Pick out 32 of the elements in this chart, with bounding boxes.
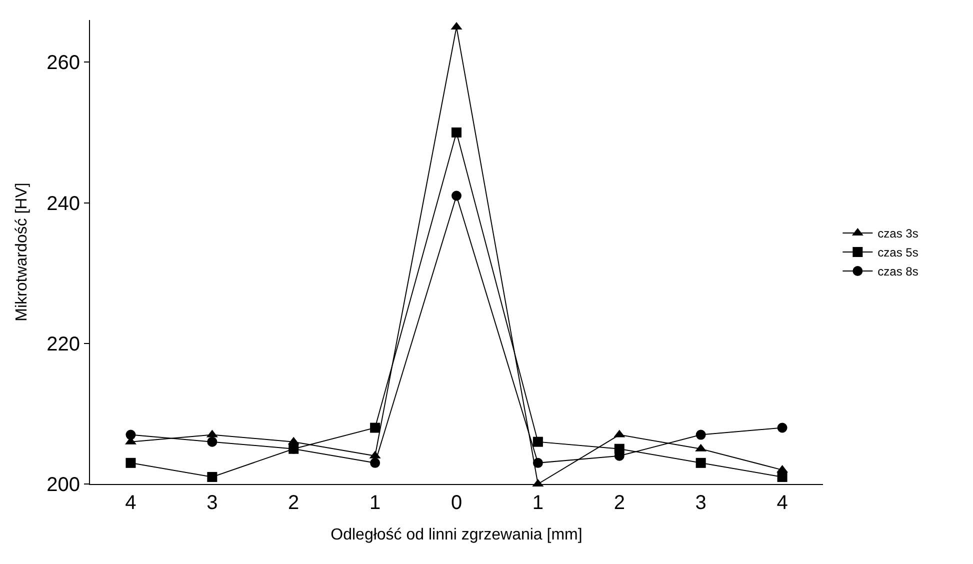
y-tick-label: 260 [46,52,80,74]
point [207,472,218,482]
y-tick-label: 240 [46,192,80,215]
x-tick-label: 2 [288,492,300,514]
legend-label: czas 5s [878,246,918,260]
point [777,472,788,482]
x-tick-label: 3 [695,492,706,514]
point [452,190,462,201]
point [452,127,462,138]
point [370,422,380,433]
point [696,430,706,440]
point [370,458,380,468]
point [532,458,543,468]
x-tick-label: 1 [532,492,544,514]
y-axis-title: Mikrotwardość [HV] [14,182,31,322]
point [126,458,136,468]
point [532,436,543,447]
x-tick-label: 2 [614,492,625,514]
x-tick-label: 3 [206,492,218,514]
x-tick-label: 0 [450,492,462,514]
x-axis-title: Odległość od linni zgrzewania [mm] [330,526,582,544]
point [126,430,136,440]
legend-label: czas 8s [878,264,918,279]
point [696,458,706,468]
point [207,436,218,447]
x-tick-label: 1 [369,492,381,514]
x-tick-label: 4 [776,492,788,514]
legend-label: czas 3s [878,226,918,241]
point [777,422,788,433]
y-tick-label: 200 [46,474,80,496]
y-tick-label: 220 [46,333,80,356]
x-tick-label: 4 [125,492,136,514]
